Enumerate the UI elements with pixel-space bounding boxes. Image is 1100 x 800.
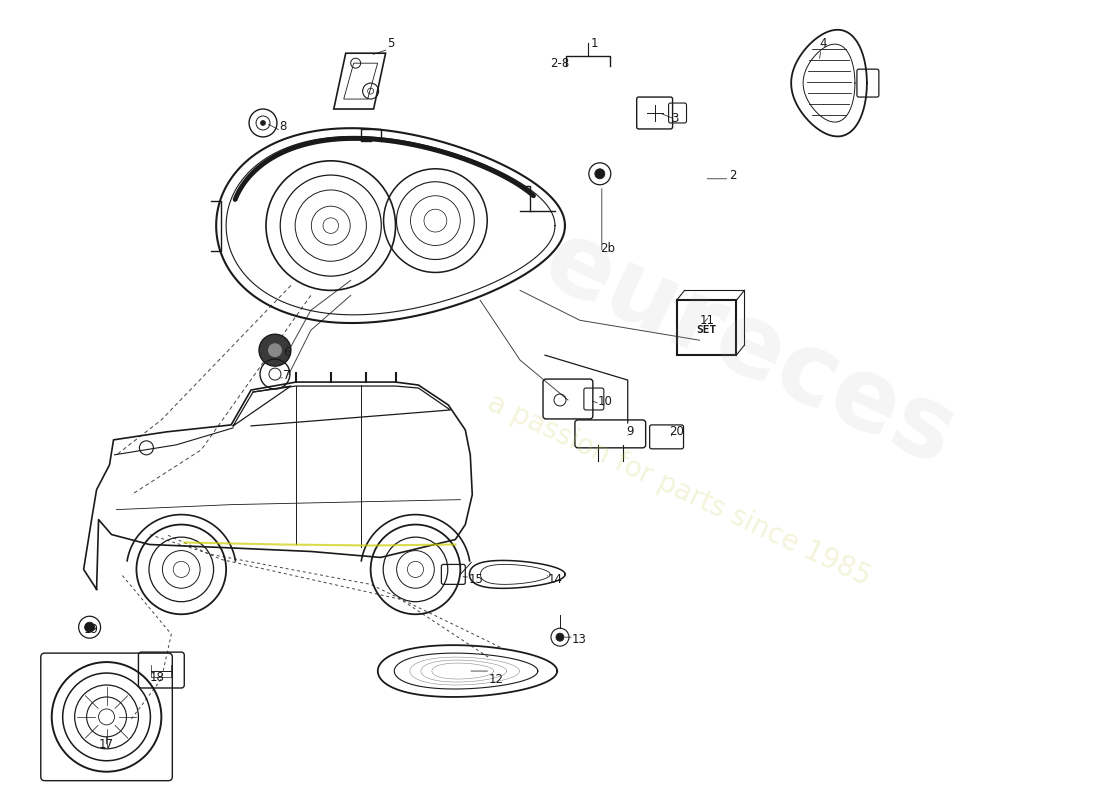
- Text: 18: 18: [150, 670, 164, 683]
- Text: 1: 1: [591, 37, 598, 50]
- Circle shape: [85, 622, 95, 632]
- Text: SET: SET: [696, 326, 716, 335]
- Text: 9: 9: [627, 426, 635, 438]
- Circle shape: [261, 121, 265, 126]
- Circle shape: [258, 334, 290, 366]
- Text: 11: 11: [700, 314, 715, 326]
- Text: 19: 19: [84, 622, 99, 636]
- Circle shape: [268, 343, 282, 357]
- Text: 7: 7: [283, 369, 290, 382]
- Text: 4: 4: [820, 37, 826, 50]
- Text: 12: 12: [488, 673, 503, 686]
- Text: 2-8: 2-8: [550, 57, 570, 70]
- Text: 2: 2: [729, 170, 737, 182]
- Text: 17: 17: [99, 738, 114, 751]
- Text: a passion for parts since 1985: a passion for parts since 1985: [484, 388, 876, 591]
- Circle shape: [556, 633, 564, 641]
- Text: 6: 6: [283, 346, 290, 358]
- Circle shape: [595, 169, 605, 178]
- Text: 20: 20: [670, 426, 684, 438]
- Text: 15: 15: [469, 573, 483, 586]
- Text: 10: 10: [597, 395, 613, 409]
- Text: 14: 14: [548, 573, 563, 586]
- Text: 13: 13: [572, 633, 586, 646]
- Text: 3: 3: [672, 113, 679, 126]
- Text: eureces: eureces: [528, 213, 970, 488]
- Text: 8: 8: [279, 121, 286, 134]
- Text: 5: 5: [387, 37, 394, 50]
- Text: 2b: 2b: [600, 242, 615, 255]
